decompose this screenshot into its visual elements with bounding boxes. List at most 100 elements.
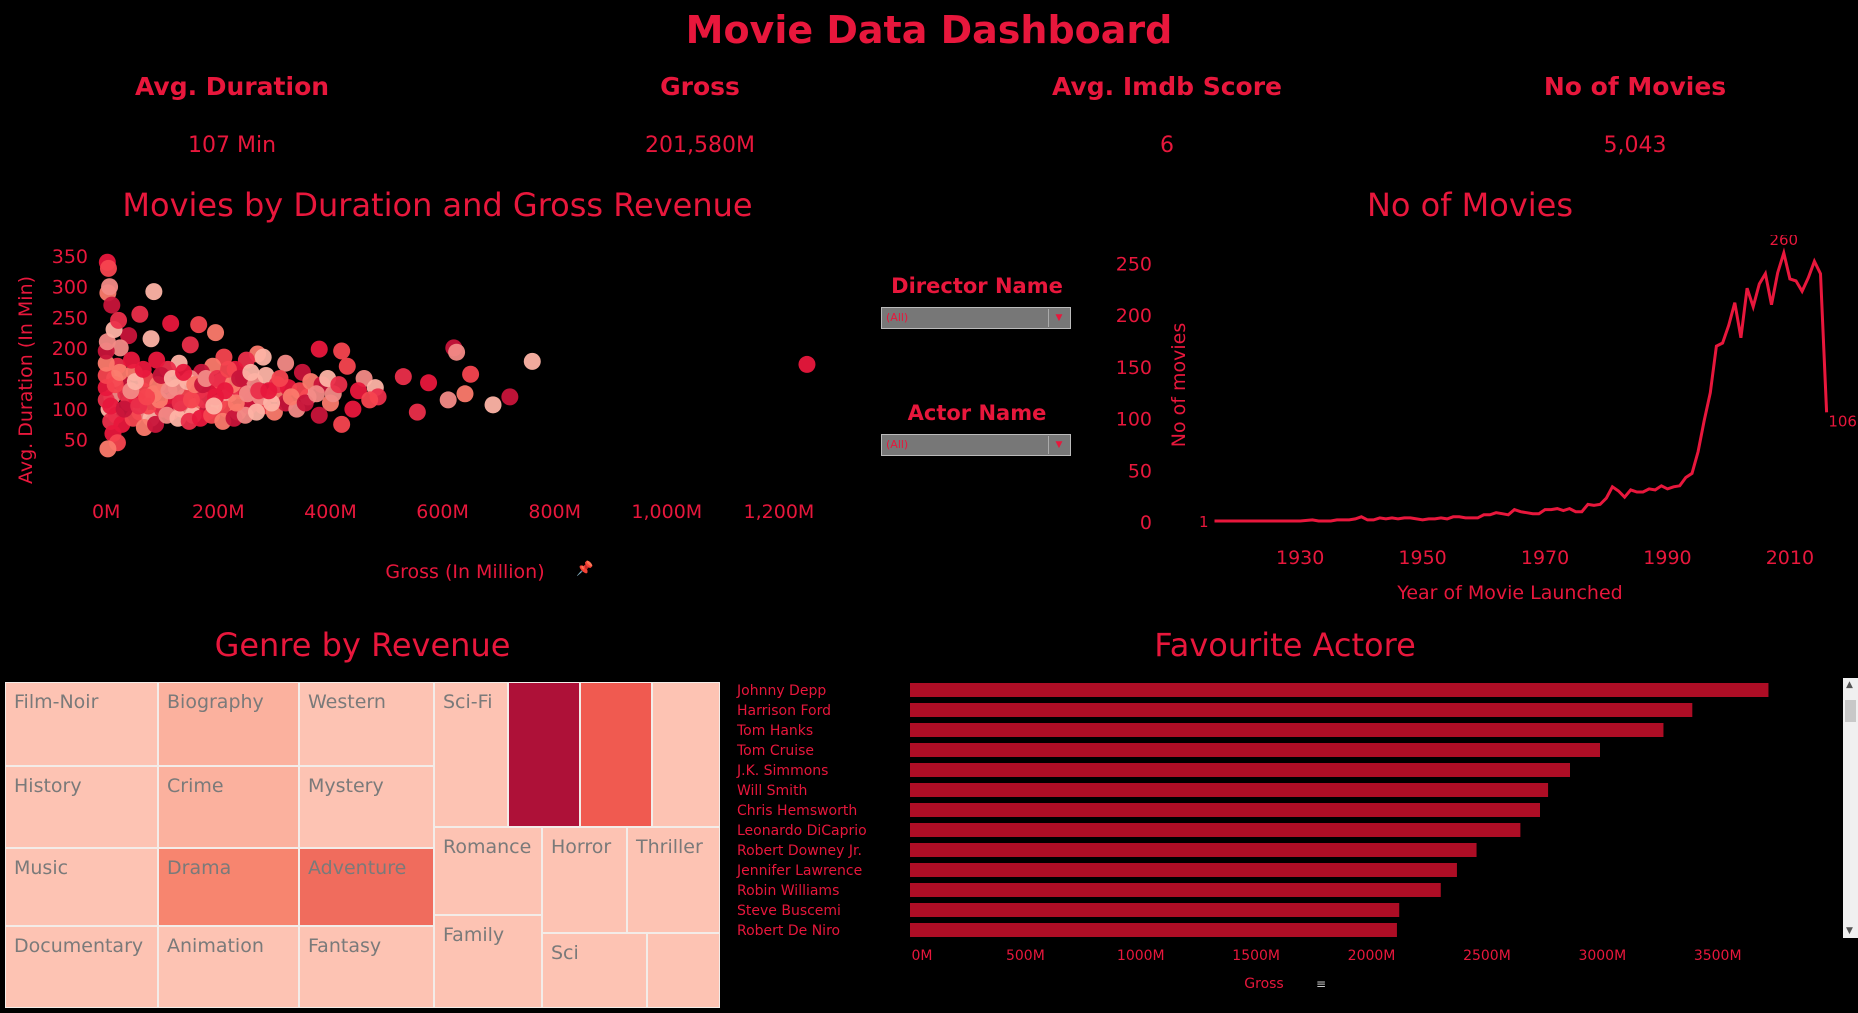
- scatter-point[interactable]: [142, 330, 160, 348]
- scatter-chart[interactable]: 50 100 150 200 250 300 350 0M 200M 400M 600M 800M 1,…: [0, 235, 860, 615]
- scatter-point[interactable]: [175, 363, 193, 381]
- genre-treemap[interactable]: Film-Noir Biography Western Sci-Fi Histo…: [5, 682, 720, 1008]
- scatter-point[interactable]: [110, 311, 128, 329]
- scatter-point[interactable]: [162, 314, 180, 332]
- scatter-point[interactable]: [97, 354, 115, 372]
- scatter-point[interactable]: [344, 400, 362, 418]
- scatter-point[interactable]: [361, 391, 379, 409]
- treemap-cell[interactable]: Mystery: [299, 766, 434, 848]
- scatter-point[interactable]: [99, 440, 117, 458]
- scatter-point[interactable]: [242, 363, 260, 381]
- scatter-point[interactable]: [330, 376, 348, 394]
- scatter-point[interactable]: [219, 360, 237, 378]
- chevron-up-icon[interactable]: ▲: [1846, 680, 1853, 690]
- scatter-point[interactable]: [394, 368, 412, 386]
- scatter-point[interactable]: [798, 355, 816, 373]
- director-filter-dropdown[interactable]: (All) ▼: [881, 307, 1071, 329]
- scatter-point[interactable]: [99, 259, 117, 277]
- actor-bar[interactable]: [910, 823, 1521, 837]
- actor-bar[interactable]: [910, 883, 1441, 897]
- treemap-cell-light[interactable]: [652, 682, 720, 827]
- treemap-cell[interactable]: Documentary: [5, 926, 158, 1008]
- scatter-point[interactable]: [307, 385, 325, 403]
- scatter-point[interactable]: [501, 388, 519, 406]
- actor-bar[interactable]: [910, 723, 1664, 737]
- scatter-point[interactable]: [333, 415, 351, 433]
- scatter-point[interactable]: [247, 403, 265, 421]
- treemap-cell[interactable]: Fantasy: [299, 926, 434, 1008]
- scatter-point[interactable]: [126, 373, 144, 391]
- treemap-cell[interactable]: Adventure: [299, 848, 434, 926]
- bar-chart-scrollbar[interactable]: ▲ ▼: [1843, 678, 1858, 938]
- actor-bar[interactable]: [910, 863, 1457, 877]
- treemap-cell[interactable]: Horror: [542, 827, 627, 933]
- scatter-point[interactable]: [408, 403, 426, 421]
- scatter-point[interactable]: [101, 278, 119, 296]
- treemap-cell[interactable]: Drama: [158, 848, 299, 926]
- scatter-point[interactable]: [523, 352, 541, 370]
- scatter-point[interactable]: [338, 357, 356, 375]
- scatter-point[interactable]: [111, 339, 129, 357]
- scatter-point[interactable]: [147, 415, 165, 433]
- actor-bar[interactable]: [910, 923, 1397, 937]
- treemap-cell[interactable]: Biography: [158, 682, 299, 766]
- scatter-point[interactable]: [310, 340, 328, 358]
- scatter-point[interactable]: [448, 343, 466, 361]
- scatter-point[interactable]: [207, 324, 225, 342]
- scatter-point[interactable]: [439, 391, 457, 409]
- scrollbar-thumb[interactable]: [1845, 700, 1856, 722]
- scatter-point[interactable]: [484, 396, 502, 414]
- treemap-cell[interactable]: Sci-Fi: [434, 682, 508, 827]
- actor-bar[interactable]: [910, 703, 1693, 717]
- scatter-point[interactable]: [134, 360, 152, 378]
- scatter-point[interactable]: [111, 363, 129, 381]
- treemap-cell[interactable]: Animation: [158, 926, 299, 1008]
- scatter-point[interactable]: [349, 382, 367, 400]
- line-chart[interactable]: 0 50 100 150 200 250 1930 1950 1970 1990 2010 Year …: [1080, 235, 1858, 615]
- scatter-point[interactable]: [333, 342, 351, 360]
- scatter-point[interactable]: [181, 336, 199, 354]
- scatter-point[interactable]: [102, 397, 120, 415]
- scatter-point[interactable]: [462, 365, 480, 383]
- actor-bar[interactable]: [910, 803, 1540, 817]
- actor-bar[interactable]: [910, 683, 1769, 697]
- scatter-point[interactable]: [227, 394, 245, 412]
- scatter-point[interactable]: [145, 283, 163, 301]
- treemap-cell[interactable]: Thriller: [627, 827, 720, 933]
- scatter-point[interactable]: [120, 327, 138, 345]
- scatter-point[interactable]: [456, 385, 474, 403]
- scatter-point[interactable]: [131, 305, 149, 323]
- scatter-point[interactable]: [254, 348, 272, 366]
- treemap-cell-medium[interactable]: [580, 682, 652, 827]
- actor-bar[interactable]: [910, 903, 1400, 917]
- actor-filter-dropdown[interactable]: (All) ▼: [881, 434, 1071, 456]
- treemap-cell[interactable]: Music: [5, 848, 158, 926]
- scatter-point[interactable]: [205, 397, 223, 415]
- treemap-cell[interactable]: History: [5, 766, 158, 848]
- chevron-down-icon[interactable]: ▼: [1048, 436, 1069, 454]
- actor-bar[interactable]: [910, 763, 1570, 777]
- series-line[interactable]: [1214, 247, 1829, 523]
- treemap-cell[interactable]: Sci: [542, 933, 647, 1008]
- scatter-point[interactable]: [216, 382, 234, 400]
- treemap-cell[interactable]: Family: [434, 915, 542, 1008]
- scatter-point[interactable]: [282, 388, 300, 406]
- scatter-point[interactable]: [122, 351, 140, 369]
- chevron-down-icon[interactable]: ▼: [1846, 926, 1853, 936]
- scatter-point[interactable]: [257, 366, 275, 384]
- treemap-cell[interactable]: Film-Noir: [5, 682, 158, 766]
- scatter-point[interactable]: [277, 354, 295, 372]
- actor-bar[interactable]: [910, 783, 1549, 797]
- treemap-cell[interactable]: Western: [299, 682, 434, 766]
- actor-bar-chart[interactable]: Johnny Depp Harrison Ford Tom Hanks Tom Cru…: [730, 675, 1840, 995]
- scatter-point[interactable]: [260, 382, 278, 400]
- scatter-point[interactable]: [420, 374, 438, 392]
- scatter-point[interactable]: [271, 370, 289, 388]
- treemap-cell-light[interactable]: [647, 933, 720, 1008]
- scatter-point[interactable]: [103, 296, 121, 314]
- scatter-point[interactable]: [138, 388, 156, 406]
- treemap-cell[interactable]: Crime: [158, 766, 299, 848]
- scatter-point[interactable]: [148, 351, 166, 369]
- scatter-point[interactable]: [208, 370, 226, 388]
- actor-bar[interactable]: [910, 743, 1600, 757]
